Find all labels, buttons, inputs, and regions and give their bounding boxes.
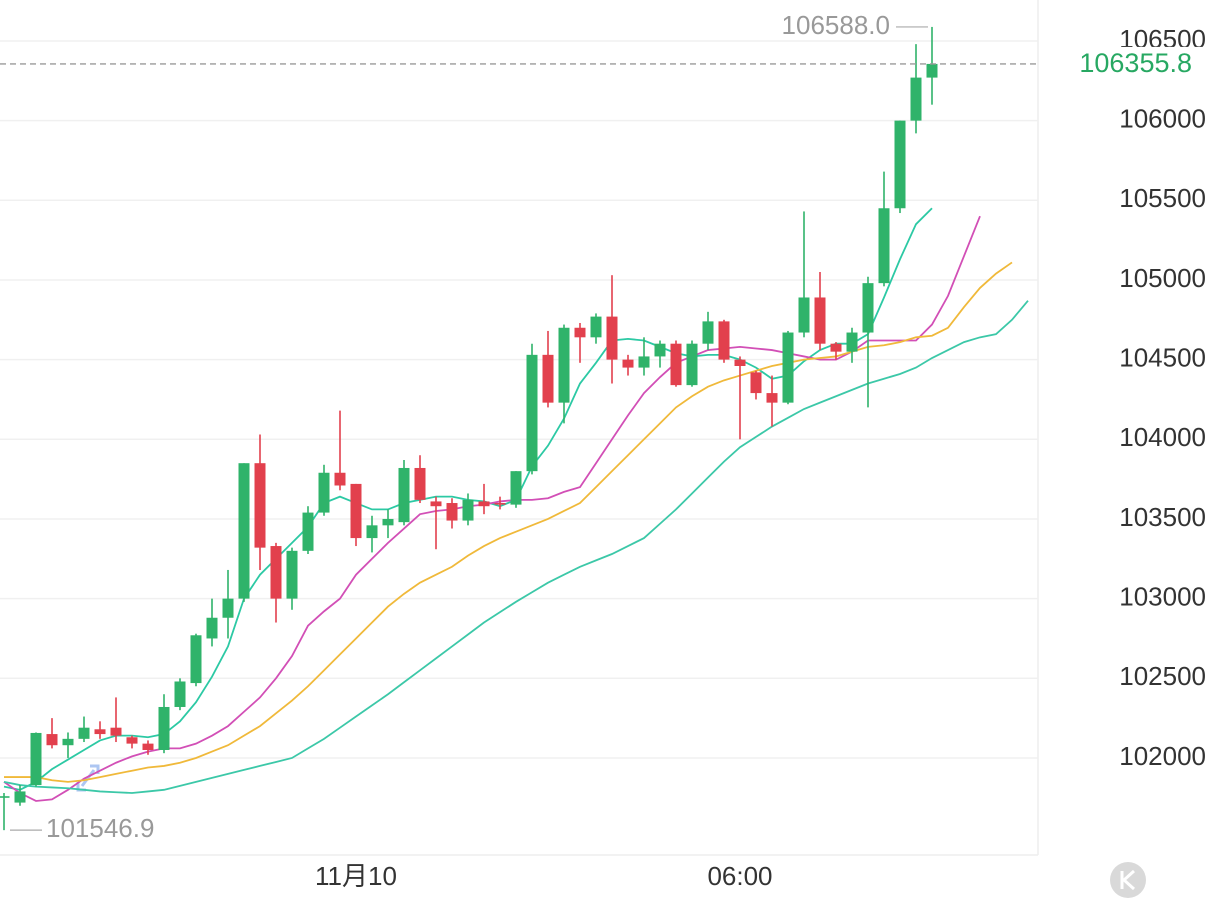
candle-body: [510, 471, 522, 505]
collapse-button[interactable]: [1110, 862, 1146, 898]
ma-line: [3, 215, 981, 802]
candle-body: [366, 525, 378, 539]
candle-body: [798, 297, 810, 333]
candle-body: [558, 327, 570, 403]
candle-body: [542, 354, 554, 403]
candle-body: [878, 208, 890, 284]
candle-body: [590, 316, 602, 338]
candle-body: [462, 499, 474, 521]
y-tick-label: 105000: [1119, 263, 1206, 293]
candle-body: [638, 356, 650, 368]
candle-body: [750, 372, 762, 394]
last-price-box: [1040, 46, 1220, 81]
candle-body: [766, 393, 778, 403]
candle-body: [814, 297, 826, 344]
candle-body: [46, 734, 58, 746]
candle-body: [142, 743, 154, 750]
y-tick-label: 104000: [1119, 422, 1206, 452]
last-price-label: 106355.8: [1079, 48, 1192, 78]
candle-body: [622, 359, 634, 368]
y-tick-label: 105500: [1119, 183, 1206, 213]
candle-body: [30, 732, 42, 786]
candle-body: [270, 546, 282, 599]
candle-body: [94, 729, 106, 735]
candles: [0, 26, 938, 831]
candle-body: [606, 316, 618, 360]
candle-body: [830, 343, 842, 352]
candle-body: [158, 706, 170, 750]
grid: [0, 40, 1038, 759]
candle-body: [318, 472, 330, 513]
ma-line: [3, 300, 1029, 794]
candle-body: [478, 501, 490, 507]
candle-body: [574, 327, 586, 338]
candle-body: [862, 283, 874, 333]
candle-body: [222, 598, 234, 618]
y-tick-label: 104500: [1119, 342, 1206, 372]
candle-body: [398, 467, 410, 523]
candle-body: [126, 737, 138, 744]
x-tick-label: 11月10: [315, 861, 397, 891]
candle-body: [734, 359, 746, 366]
candle-body: [782, 332, 794, 403]
candle-body: [894, 120, 906, 209]
candle-body: [926, 63, 938, 78]
candle-body: [670, 343, 682, 386]
candle-body: [78, 727, 90, 739]
candle-body: [254, 463, 266, 548]
candle-body: [430, 501, 442, 507]
y-tick-label: 103500: [1119, 502, 1206, 532]
candle-body: [0, 796, 10, 798]
y-tick-label: 102000: [1119, 741, 1206, 771]
candle-body: [62, 738, 74, 746]
candle-body: [910, 77, 922, 121]
candle-body: [414, 467, 426, 500]
candle-body: [526, 354, 538, 472]
candle-body: [238, 463, 250, 599]
candle-body: [174, 681, 186, 707]
candle-body: [494, 503, 506, 505]
low-label: 101546.9: [46, 813, 154, 843]
candle-body: [686, 343, 698, 386]
candle-body: [286, 550, 298, 599]
candle-body: [846, 332, 858, 352]
y-tick-label: 103000: [1119, 582, 1206, 612]
candle-body: [110, 727, 122, 736]
x-tick-label: 06:00: [707, 861, 772, 891]
candle-body: [382, 518, 394, 526]
candle-body: [718, 321, 730, 360]
ma-line: [4, 261, 1013, 783]
y-tick-label: 106000: [1119, 103, 1206, 133]
y-tick-label: 102500: [1119, 661, 1206, 691]
candle-body: [14, 791, 26, 803]
candle-body: [190, 635, 202, 684]
candle-body: [350, 483, 362, 539]
candle-body: [446, 503, 458, 521]
candle-body: [654, 343, 666, 357]
candle-body: [334, 472, 346, 486]
candle-body: [302, 512, 314, 551]
candle-body: [702, 321, 714, 344]
high-label: 106588.0: [782, 10, 890, 40]
candle-body: [206, 617, 218, 639]
